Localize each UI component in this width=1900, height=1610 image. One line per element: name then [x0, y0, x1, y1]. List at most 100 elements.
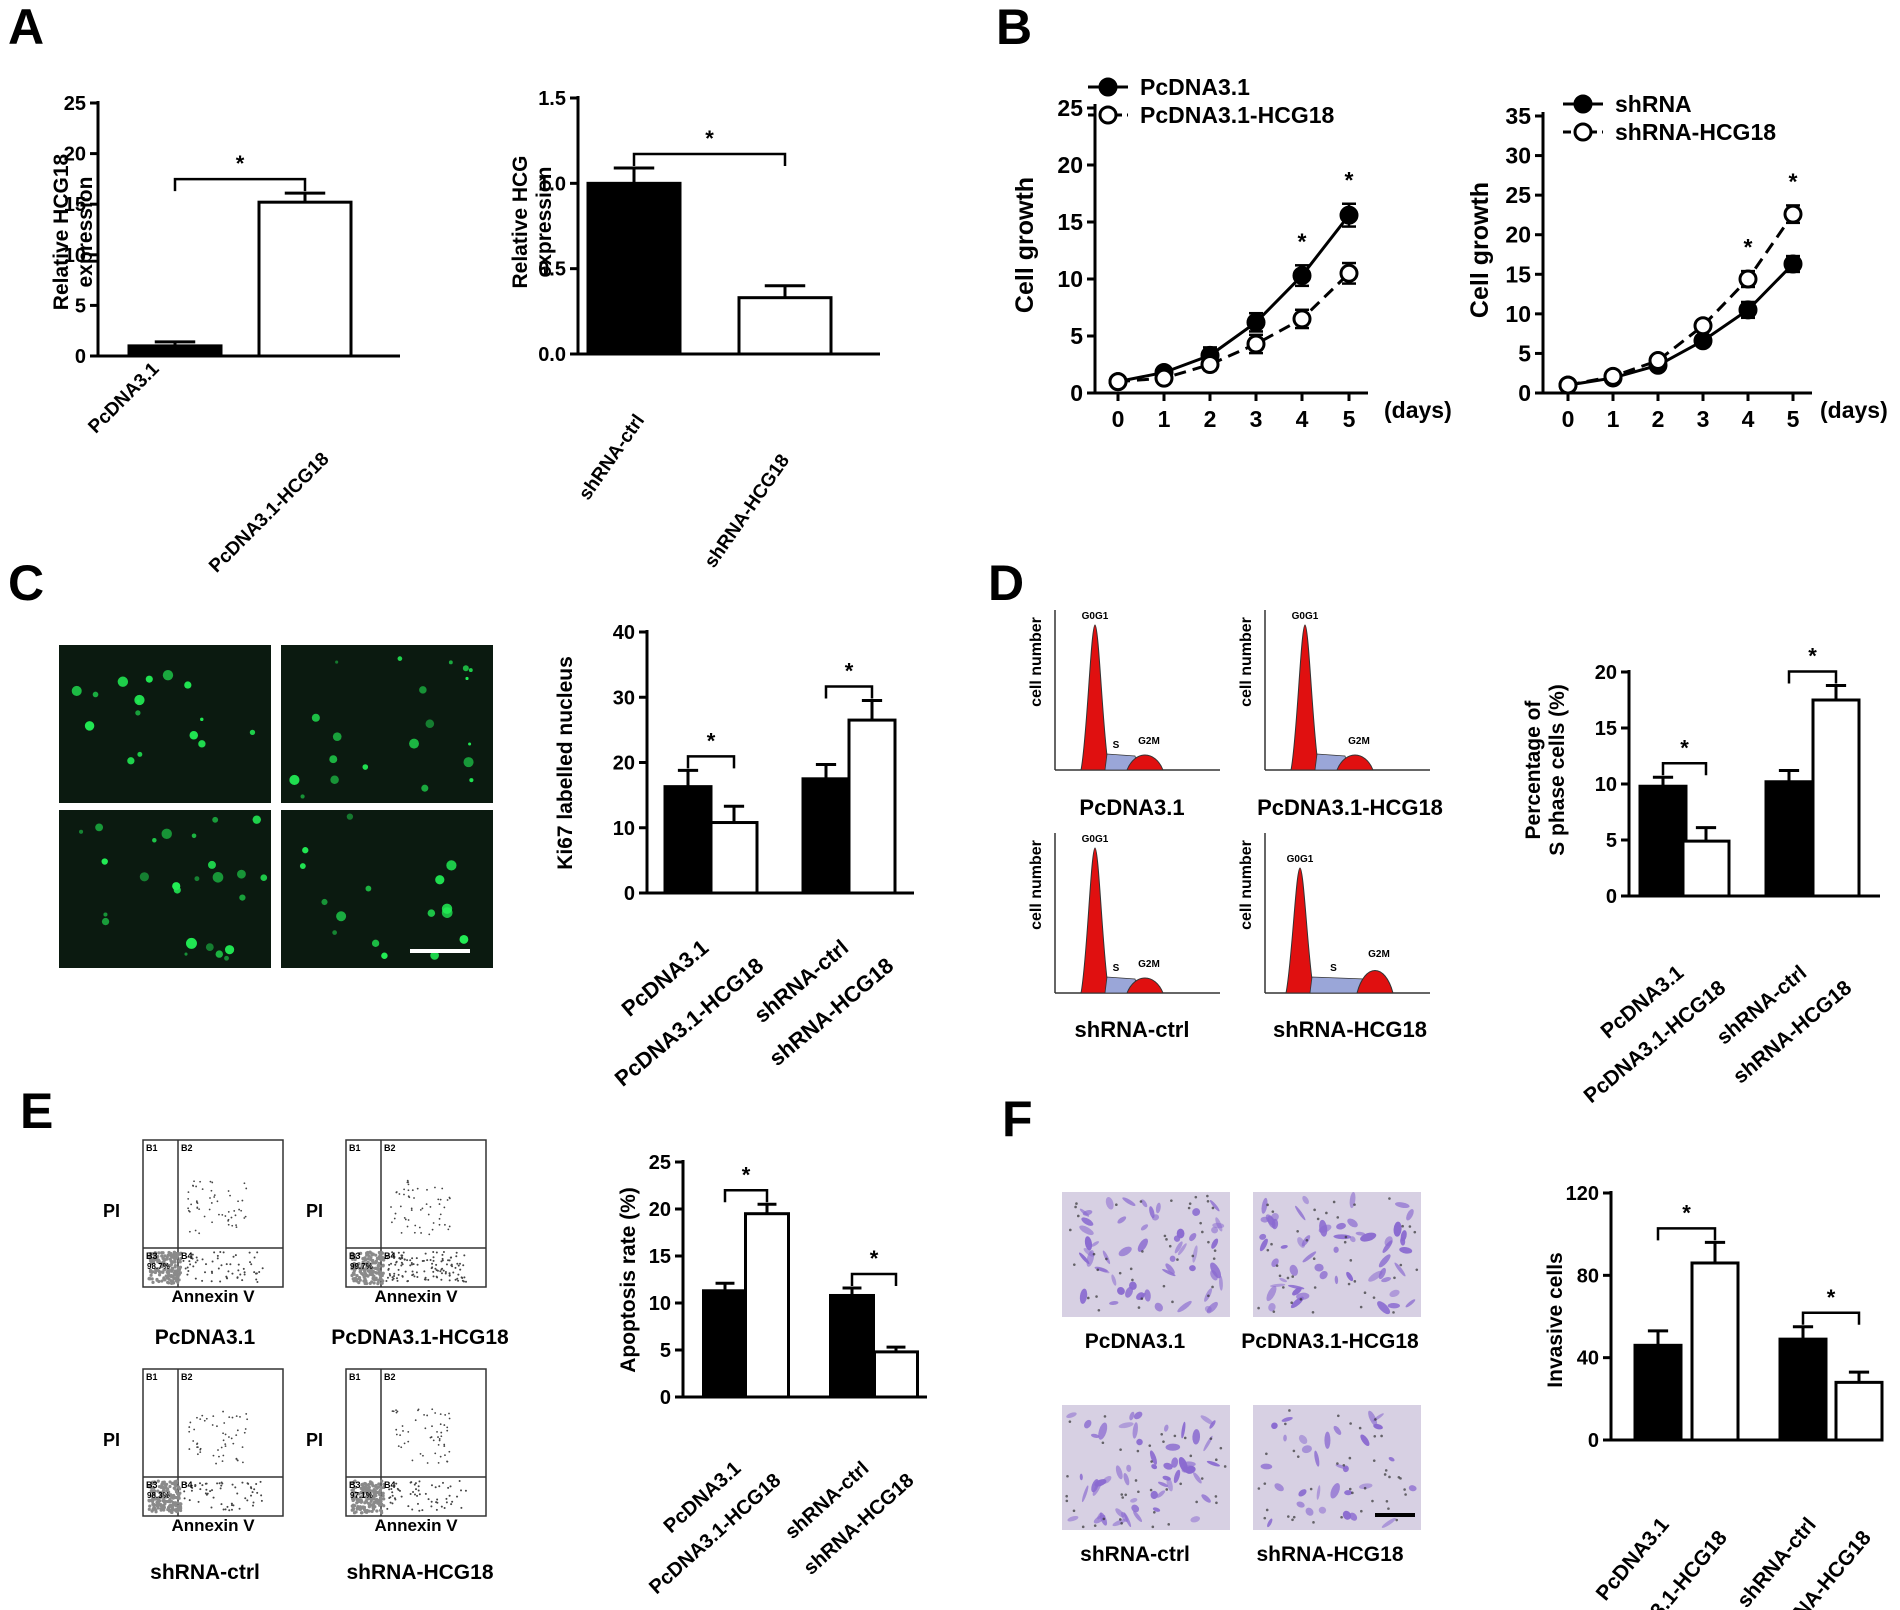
bar-shrna-hcg18	[1811, 698, 1861, 898]
flow-event	[159, 1508, 163, 1512]
bar-shrna-hcg18	[737, 296, 833, 356]
flow-event	[371, 1505, 375, 1510]
bar-shrna-ctrl	[829, 1293, 875, 1399]
fluorescent-nucleus	[329, 755, 338, 764]
stained-cell	[1274, 1483, 1284, 1492]
y-tick-label: 5	[1518, 340, 1531, 366]
flow-event	[375, 1509, 379, 1513]
flow-event	[178, 1260, 182, 1264]
flow-event	[403, 1188, 405, 1191]
stained-cell	[1297, 1237, 1305, 1248]
panel-label-F: F	[1002, 1091, 1033, 1147]
image-background	[1253, 1192, 1421, 1317]
flow-event	[253, 1271, 256, 1274]
flow-event	[369, 1482, 373, 1486]
fluorescent-nucleus	[198, 740, 206, 748]
flow-event	[388, 1488, 391, 1491]
y-tick-label: 80	[1577, 1265, 1599, 1287]
y-tick-label: 5	[75, 295, 86, 317]
flow-event	[205, 1417, 208, 1420]
membrane-pore	[1292, 1449, 1296, 1453]
fluorescent-nucleus	[446, 860, 457, 871]
flow-event	[218, 1482, 221, 1485]
membrane-pore	[1372, 1296, 1376, 1299]
flow-event	[195, 1256, 198, 1259]
flow-event	[358, 1507, 362, 1512]
flow-event	[435, 1263, 438, 1266]
flow-event	[446, 1426, 449, 1429]
flow-event	[226, 1505, 229, 1508]
membrane-pore	[1137, 1490, 1140, 1494]
membrane-pore	[1399, 1263, 1403, 1267]
flow-event	[225, 1276, 228, 1279]
plot-frame	[142, 1139, 284, 1288]
stained-cell	[1381, 1517, 1396, 1528]
membrane-pore	[1215, 1501, 1218, 1505]
stained-cell	[1155, 1202, 1161, 1214]
flow-event	[423, 1278, 426, 1281]
legend-label: PcDNA3.1	[1140, 74, 1250, 100]
flow-event	[393, 1217, 396, 1220]
flow-event	[430, 1484, 433, 1487]
y-tick-label: 30	[1505, 143, 1531, 169]
fluorescent-nucleus	[184, 681, 192, 689]
flow-event	[230, 1508, 233, 1511]
stained-cell	[1334, 1275, 1339, 1285]
flow-event	[256, 1280, 259, 1283]
flow-event	[460, 1276, 463, 1279]
flow-event	[406, 1259, 409, 1262]
flow-event	[171, 1260, 175, 1264]
stained-cell	[1368, 1270, 1383, 1282]
flow-event	[388, 1273, 391, 1276]
flow-event	[432, 1222, 435, 1224]
y-tick-label: 10	[1505, 301, 1531, 327]
flow-event	[248, 1251, 251, 1254]
flow-event	[179, 1256, 183, 1261]
stained-cell	[1209, 1200, 1220, 1212]
stained-cell	[1298, 1489, 1307, 1497]
stained-cell	[1314, 1450, 1320, 1467]
flow-event	[426, 1414, 429, 1417]
flow-event	[192, 1440, 195, 1442]
flow-event	[399, 1205, 402, 1208]
stained-cell	[1130, 1498, 1138, 1503]
flow-event	[441, 1187, 444, 1190]
flow-event	[438, 1485, 441, 1488]
membrane-pore	[1150, 1460, 1153, 1463]
stained-cell	[1212, 1222, 1225, 1229]
membrane-pore	[1212, 1257, 1216, 1260]
flow-event	[363, 1481, 367, 1486]
stained-cell	[1192, 1245, 1198, 1263]
membrane-pore	[1257, 1487, 1261, 1490]
flow-event	[351, 1266, 355, 1270]
flow-event	[377, 1278, 381, 1282]
flow-event	[410, 1263, 413, 1266]
membrane-pore	[1385, 1500, 1389, 1503]
membrane-pore	[1257, 1306, 1260, 1310]
stained-cell	[1211, 1226, 1219, 1234]
membrane-pore	[1101, 1441, 1105, 1445]
data-point	[1292, 309, 1312, 329]
y-axis-label: Invasive cells	[1544, 1252, 1567, 1387]
flow-cytometry-plot: B1 B2 B3 B4 99.7% PI Annexin V PcDNA3.1-HCG18	[306, 1139, 509, 1349]
histogram-y-label: cell number	[1238, 617, 1255, 707]
flow-event	[457, 1279, 460, 1282]
flow-event	[372, 1500, 376, 1505]
flow-event	[401, 1257, 404, 1260]
membrane-pore	[1120, 1522, 1123, 1525]
fluorescent-nucleus	[469, 778, 474, 783]
significance-star: *	[707, 728, 716, 753]
stained-cell	[1162, 1268, 1176, 1277]
g2m-peak	[1336, 754, 1374, 771]
flow-event	[353, 1504, 357, 1508]
stained-cell	[1081, 1485, 1089, 1503]
stained-cell	[1335, 1464, 1348, 1470]
flow-event	[395, 1191, 398, 1194]
flow-event	[196, 1416, 198, 1419]
membrane-pore	[1119, 1448, 1122, 1451]
flow-event	[357, 1266, 362, 1270]
flow-event	[364, 1499, 368, 1503]
stained-cell	[1090, 1241, 1100, 1247]
membrane-pore	[1151, 1525, 1155, 1529]
flow-event	[395, 1428, 398, 1431]
